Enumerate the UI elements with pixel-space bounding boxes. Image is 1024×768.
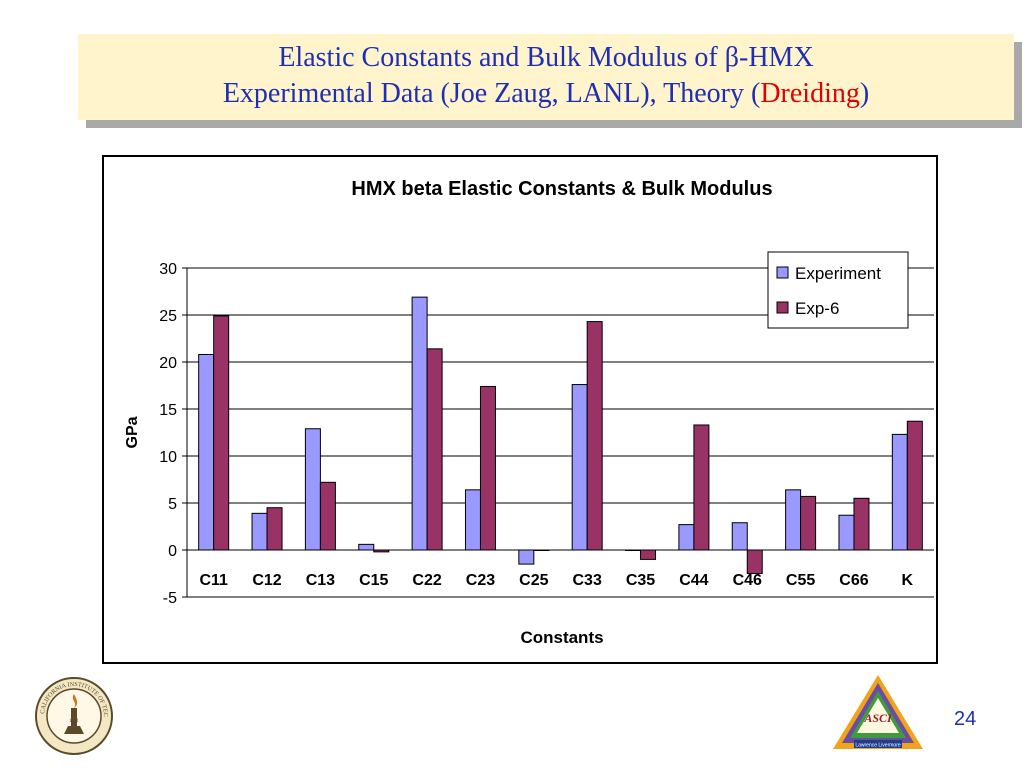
bar-exp-6-c11 xyxy=(213,315,230,551)
title-line-2-prefix: Experimental Data (Joe Zaug, LANL), Theo… xyxy=(222,78,761,109)
y-tick-label-0: 0 xyxy=(168,543,177,560)
bar-experiment-c44 xyxy=(678,524,695,551)
x-axis-label: Constants xyxy=(520,628,603,647)
x-tick-label-c11: C11 xyxy=(199,572,228,589)
legend-swatch-experiment xyxy=(776,266,789,279)
bar-exp-6-c46 xyxy=(746,549,763,574)
caltech-year: 1891 xyxy=(69,719,80,724)
bar-exp-6-c66 xyxy=(853,497,870,551)
x-tick-label-c33: C33 xyxy=(572,572,601,589)
x-tick-label-c66: C66 xyxy=(839,572,868,589)
x-tick-label-c15: C15 xyxy=(359,572,388,589)
legend-swatch-exp-6 xyxy=(776,301,789,314)
x-tick-label-c25: C25 xyxy=(519,572,548,589)
bar-experiment-c66 xyxy=(838,514,855,551)
bar-exp-6-c35 xyxy=(640,549,657,560)
y-tick-label-15: 15 xyxy=(159,402,177,419)
y-tick-label--5: -5 xyxy=(163,590,177,607)
y-tick-label-30: 30 xyxy=(159,261,177,278)
title-line-2-suffix: ) xyxy=(859,78,870,109)
bar-exp-6-k xyxy=(906,420,923,551)
asci-logo-icon: ASCI Lawrence Livermore xyxy=(833,675,923,749)
x-tick-label-c12: C12 xyxy=(252,572,281,589)
bar-experiment-c22 xyxy=(411,296,428,551)
bar-experiment-c12 xyxy=(251,512,268,551)
slide-title: Elastic Constants and Bulk Modulus of β-… xyxy=(78,34,1014,120)
bar-chart: HMX beta Elastic Constants & Bulk Modulu… xyxy=(124,178,934,647)
y-axis-label: GPa xyxy=(124,416,141,448)
bar-experiment-c13 xyxy=(304,428,321,551)
bar-exp-6-c44 xyxy=(693,424,710,551)
bar-experiment-c33 xyxy=(571,384,588,551)
page-number: 24 xyxy=(954,708,977,730)
bar-experiment-k xyxy=(891,433,908,551)
asci-logo-text: ASCI xyxy=(863,711,893,725)
x-tick-label-c13: C13 xyxy=(306,572,335,589)
bar-exp-6-c13 xyxy=(319,481,336,551)
y-tick-label-20: 20 xyxy=(159,355,177,372)
bar-exp-6-c23 xyxy=(479,385,496,551)
y-tick-label-25: 25 xyxy=(159,308,177,325)
legend-label-exp-6: Exp-6 xyxy=(795,299,839,318)
asci-logo-subtext: Lawrence Livermore xyxy=(855,743,901,749)
title-line-1: Elastic Constants and Bulk Modulus of β-… xyxy=(278,42,814,73)
bar-experiment-c55 xyxy=(785,489,802,551)
bar-experiment-c46 xyxy=(731,522,748,551)
chart-title: HMX beta Elastic Constants & Bulk Modulu… xyxy=(351,178,772,200)
chart-frame: HMX beta Elastic Constants & Bulk Modulu… xyxy=(102,155,938,664)
bar-experiment-c11 xyxy=(198,353,215,551)
y-tick-label-5: 5 xyxy=(168,496,177,513)
bar-experiment-c15 xyxy=(358,543,375,551)
x-tick-label-c44: C44 xyxy=(679,572,708,589)
bar-exp-6-c12 xyxy=(266,507,283,551)
x-tick-label-c23: C23 xyxy=(466,572,495,589)
legend-label-experiment: Experiment xyxy=(795,264,881,283)
x-tick-label-c55: C55 xyxy=(786,572,815,589)
x-tick-label-c22: C22 xyxy=(412,572,441,589)
x-tick-label-c35: C35 xyxy=(626,572,655,589)
title-accent-dreiding: Dreiding xyxy=(760,78,860,109)
caltech-seal-icon: 1891 CALIFORNIA INSTITUTE OF TECHNOLOGY xyxy=(34,676,113,755)
bar-exp-6-c55 xyxy=(800,495,817,551)
bar-exp-6-c33 xyxy=(586,321,603,551)
bar-experiment-c23 xyxy=(464,489,481,551)
title-line-2: Experimental Data (Joe Zaug, LANL), Theo… xyxy=(78,76,1014,112)
y-tick-label-10: 10 xyxy=(159,449,177,466)
legend-box xyxy=(767,251,909,329)
bar-exp-6-c22 xyxy=(426,348,443,551)
bar-experiment-c25 xyxy=(518,549,535,565)
x-tick-label-c46: C46 xyxy=(733,572,762,589)
x-tick-label-k: K xyxy=(902,572,914,589)
